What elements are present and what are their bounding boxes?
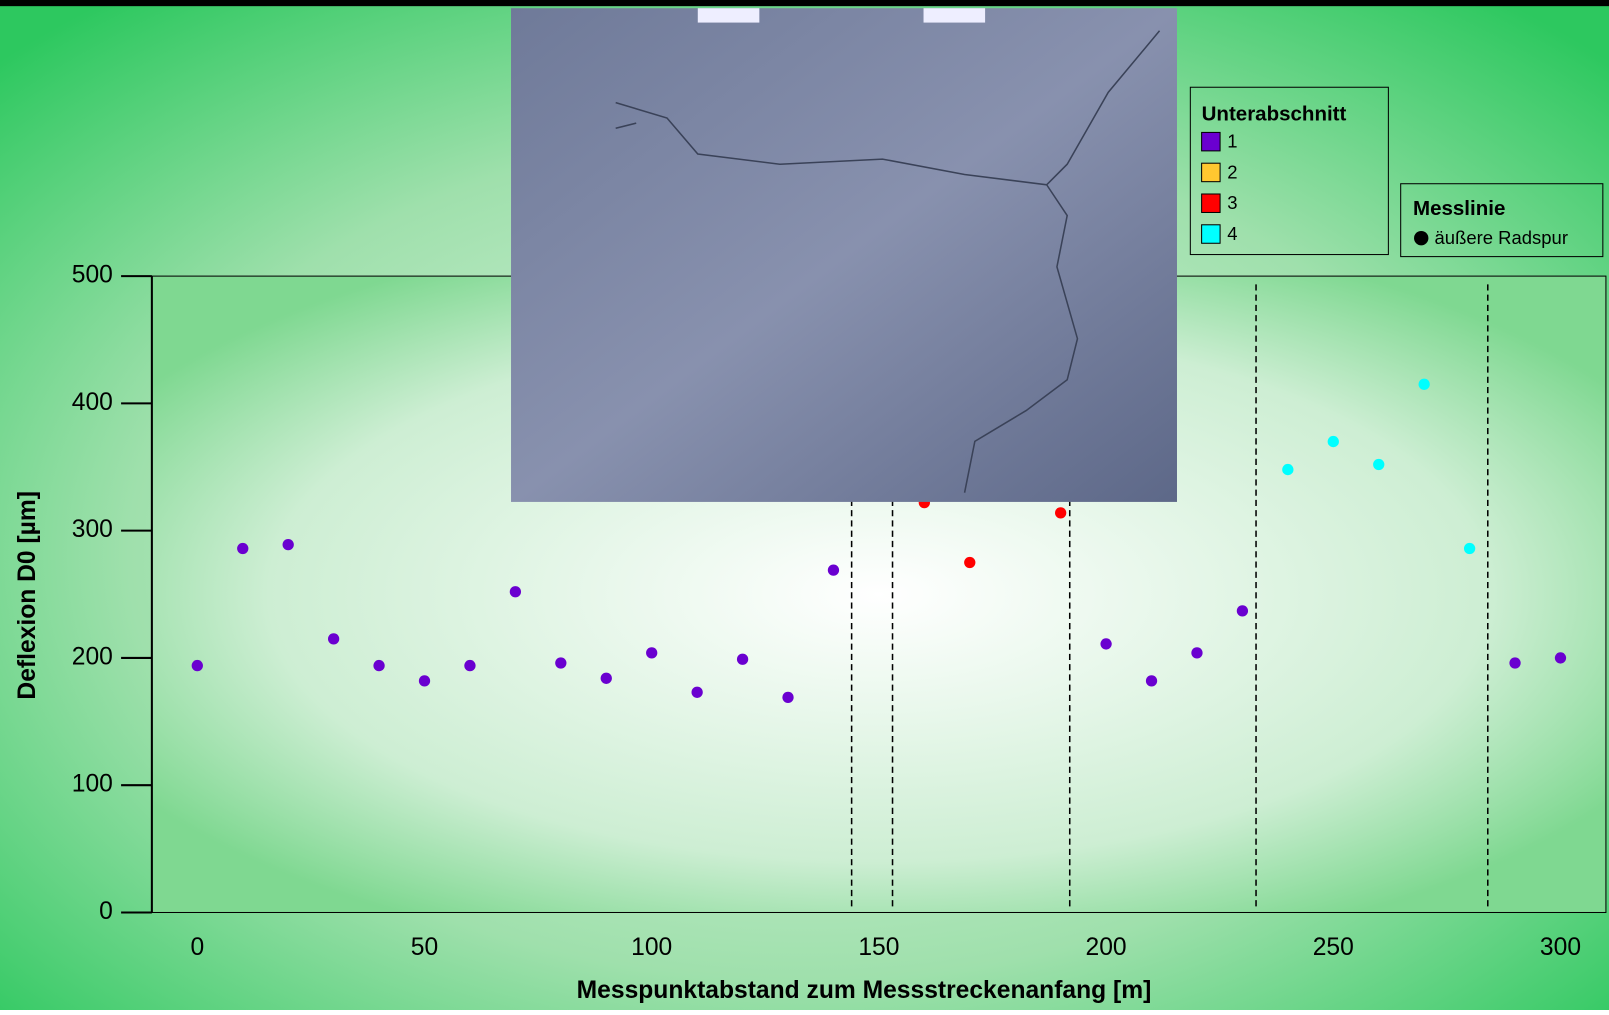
chart: Messpunktabstand zum Messstreckenanfang … (0, 0, 1609, 1010)
x-tick-label: 0 (190, 934, 204, 961)
data-point (1282, 464, 1293, 475)
data-point (646, 647, 657, 658)
data-point (1191, 647, 1202, 658)
data-point (782, 692, 793, 703)
data-point (1100, 638, 1111, 649)
y-tick-label: 400 (72, 389, 113, 416)
data-point (1373, 459, 1384, 470)
y-tick-label: 200 (72, 643, 113, 670)
data-point (828, 564, 839, 575)
y-tick-label: 500 (72, 262, 113, 289)
data-point (510, 586, 521, 597)
x-tick-label: 100 (631, 934, 672, 961)
data-point (328, 633, 339, 644)
y-tick-label: 100 (72, 771, 113, 798)
data-point (1237, 605, 1248, 616)
data-point (464, 660, 475, 671)
legend-label: 1 (1227, 131, 1237, 152)
data-point (555, 657, 566, 668)
data-point (1328, 436, 1339, 447)
x-tick-label: 50 (411, 934, 438, 961)
data-point (601, 673, 612, 684)
y-tick-label: 300 (72, 516, 113, 543)
x-tick-label: 200 (1086, 934, 1127, 961)
legend-label: 3 (1227, 192, 1237, 213)
top-bar (0, 0, 1609, 6)
data-point (1464, 543, 1475, 554)
data-point (192, 660, 203, 671)
legend-title: Unterabschnitt (1202, 102, 1347, 125)
legend-title: Messlinie (1413, 197, 1505, 220)
data-point (1146, 675, 1157, 686)
x-axis-title: Messpunktabstand zum Messstreckenanfang … (577, 977, 1152, 1004)
data-point (1055, 507, 1066, 518)
photo (511, 8, 1177, 502)
x-tick-label: 300 (1540, 934, 1581, 961)
y-tick-label: 0 (99, 898, 113, 925)
data-point (237, 543, 248, 554)
y-axis-title: Deflexion D0 [µm] (14, 491, 41, 700)
data-point (1509, 657, 1520, 668)
legend-marker (1414, 231, 1428, 245)
legend-label: äußere Radspur (1435, 227, 1568, 248)
data-point (1555, 652, 1566, 663)
legend-swatch (1202, 132, 1220, 150)
x-tick-label: 250 (1313, 934, 1354, 961)
legend-swatch (1202, 163, 1220, 181)
legend-swatch (1202, 225, 1220, 243)
legend-label: 4 (1227, 223, 1237, 244)
legend-label: 2 (1227, 161, 1237, 182)
page: {"chart_data": { "type": "scatter", "x_l… (0, 0, 1609, 1010)
data-point (1419, 379, 1430, 390)
x-tick-label: 150 (858, 934, 899, 961)
data-point (283, 539, 294, 550)
data-point (691, 687, 702, 698)
data-point (737, 654, 748, 665)
data-point (419, 675, 430, 686)
data-point (964, 557, 975, 568)
legend-swatch (1202, 194, 1220, 212)
data-point (373, 660, 384, 671)
